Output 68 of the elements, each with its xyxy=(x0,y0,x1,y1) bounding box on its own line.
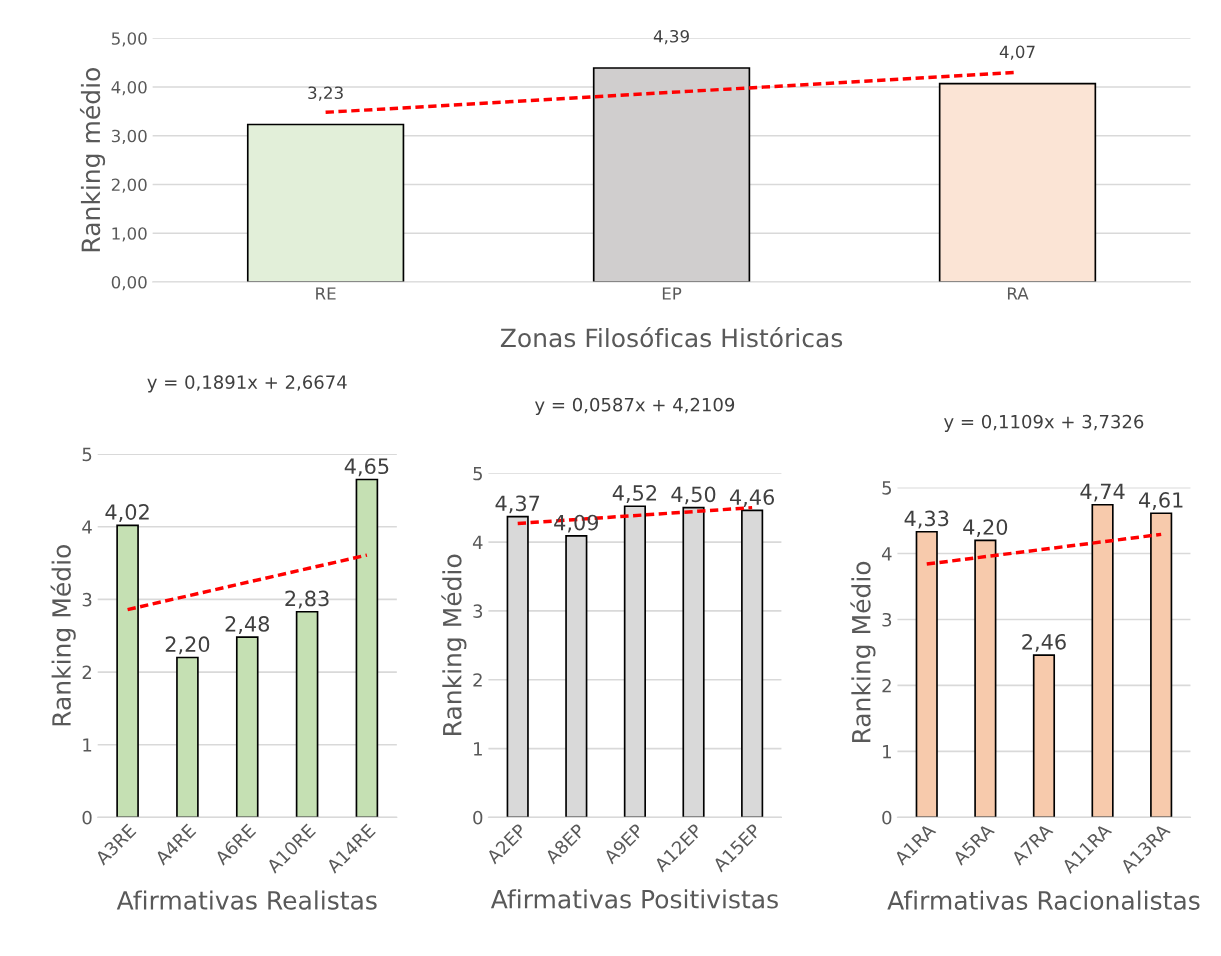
bar xyxy=(938,82,1097,283)
y-tick-label: 0,00 xyxy=(111,275,147,291)
y-axis-title: Ranking Médio xyxy=(50,545,76,726)
y-tick-label: 3 xyxy=(82,592,92,607)
text: y = 0,1891x + 2,6674 xyxy=(147,375,347,393)
data-label: 2,20 xyxy=(165,636,210,655)
y-tick-label: 2,00 xyxy=(111,178,147,193)
bar xyxy=(295,610,319,818)
y-tick-label: 4,00 xyxy=(111,80,147,96)
data-label: 4,50 xyxy=(671,486,716,505)
data-label: 4,74 xyxy=(1080,483,1125,502)
bar xyxy=(915,530,938,818)
y-tick-label: 0 xyxy=(82,810,92,825)
y-tick-label: 0 xyxy=(473,810,483,825)
x-axis-title: Zonas Filosóficas Históricas xyxy=(500,327,843,348)
y-tick-label: 5 xyxy=(882,481,891,495)
data-label: 4,33 xyxy=(904,510,949,529)
data-label: 4,52 xyxy=(612,485,657,503)
x-axis-title: Afirmativas Realistas xyxy=(116,890,377,910)
y-tick-label: 1 xyxy=(474,742,482,756)
text: y = 0,1109x + 3,7326 xyxy=(944,414,1144,432)
y-tick-label: 2 xyxy=(82,665,92,679)
bar xyxy=(1032,654,1056,818)
data-label: 4,37 xyxy=(495,495,540,514)
y-tick-label: 4 xyxy=(472,535,483,549)
y-tick-label: 1 xyxy=(83,738,92,752)
y-tick-label: 5,00 xyxy=(111,32,147,47)
y-tick-label: 1 xyxy=(883,745,891,759)
y-axis-title: Ranking Médio xyxy=(441,554,467,735)
bar xyxy=(974,539,997,818)
y-tick-label: 2 xyxy=(473,673,482,687)
bar xyxy=(116,524,139,818)
x-axis-title: Afirmativas Positivistas xyxy=(490,889,778,909)
y-tick-label: 3 xyxy=(882,612,892,627)
data-label: 4,07 xyxy=(999,45,1035,60)
data-label: 3,23 xyxy=(308,86,343,101)
data-label: 4,46 xyxy=(729,489,775,508)
bar xyxy=(246,123,405,283)
data-label: 4,39 xyxy=(653,29,689,45)
bar xyxy=(1150,512,1173,818)
data-label: 2,83 xyxy=(285,590,329,609)
data-label: 4,61 xyxy=(1139,492,1183,510)
y-axis-title: Ranking Médio xyxy=(850,561,876,743)
y-tick-label: 3,00 xyxy=(111,129,147,145)
y-axis-title: Ranking médio xyxy=(79,68,106,252)
bar xyxy=(355,478,379,818)
x-axis-title: Afirmativas Racionalistas xyxy=(887,890,1200,910)
y-tick-label: 4 xyxy=(881,547,892,561)
data-label: 2,46 xyxy=(1022,633,1066,652)
y-tick-label: 5 xyxy=(82,447,92,462)
x-tick-label: RA xyxy=(1007,287,1029,300)
bar xyxy=(235,636,259,818)
bar xyxy=(176,656,199,818)
y-tick-label: 2 xyxy=(882,678,891,693)
y-tick-label: 4 xyxy=(82,520,92,534)
y-tick-label: 0 xyxy=(882,810,892,825)
x-tick-label: EP xyxy=(662,287,682,300)
data-label: 4,09 xyxy=(554,514,599,533)
y-tick-label: 3 xyxy=(473,604,483,618)
y-tick-label: 1,00 xyxy=(112,227,147,242)
bar xyxy=(1091,503,1114,818)
y-tick-label: 5 xyxy=(473,466,482,481)
data-label: 2,48 xyxy=(225,616,270,634)
text: y = 0,0587x + 4,2109 xyxy=(534,397,735,416)
data-label: 4,65 xyxy=(344,458,389,477)
x-tick-label: RE xyxy=(316,287,336,300)
data-label: 4,02 xyxy=(105,504,149,522)
data-label: 4,20 xyxy=(963,519,1008,538)
